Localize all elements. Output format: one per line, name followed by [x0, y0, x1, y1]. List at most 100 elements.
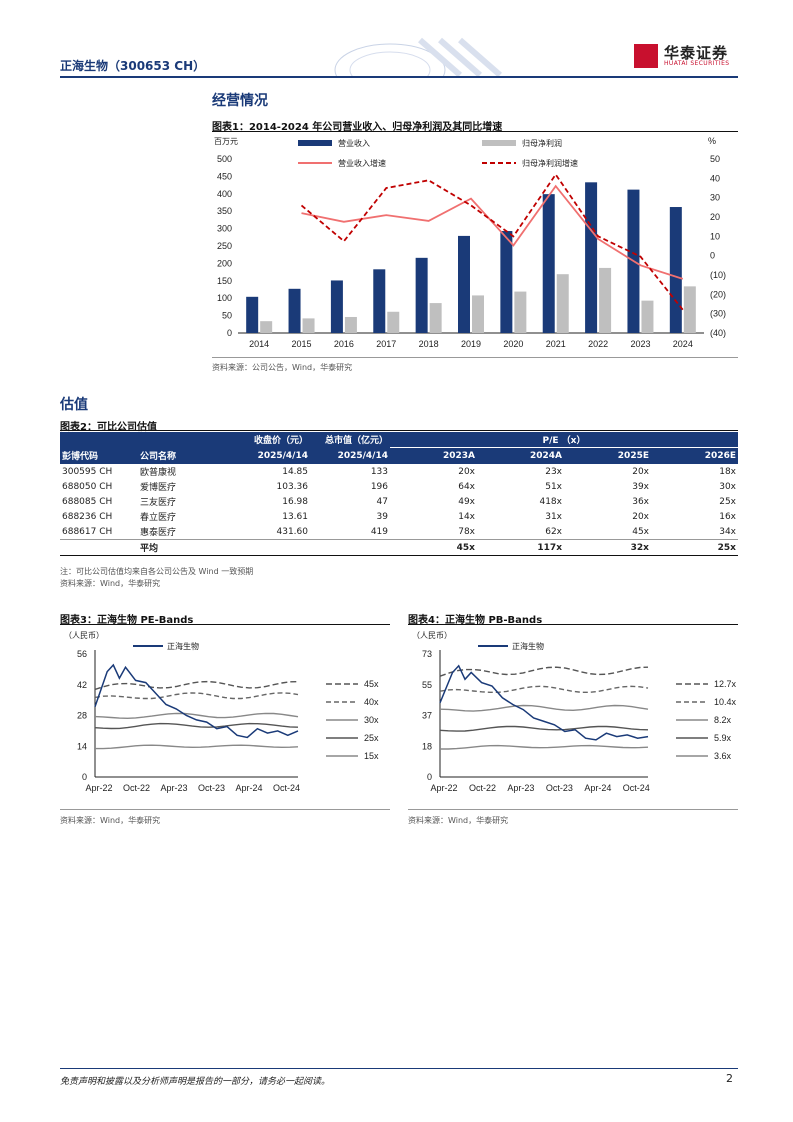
band-legend-label: 30x: [364, 715, 379, 725]
y-tick-label: 450: [217, 171, 232, 181]
left-unit-label: 百万元: [214, 137, 238, 146]
cell-mcap: 196: [370, 481, 388, 492]
x-tick-label: 2016: [334, 339, 354, 349]
y2-tick-label: 20: [710, 212, 720, 222]
fig1-bottom-rule: [212, 357, 738, 358]
y2-tick-label: (40): [710, 328, 726, 338]
legend-label-net-profit: 归母净利润: [522, 138, 562, 148]
y2-tick-label: (20): [710, 289, 726, 299]
bar-revenue: [330, 280, 343, 333]
page-number: 2: [726, 1072, 733, 1085]
bar-net-profit: [302, 318, 315, 333]
avg-2025e: 32x: [630, 542, 649, 553]
x-tick-label: 2020: [503, 339, 523, 349]
x-tick-label: 2022: [588, 339, 608, 349]
col-header-price: 收盘价（元）: [220, 432, 310, 448]
valuation-table: 收盘价（元） 总市值（亿元） P/E （x） 彭博代码 公司名称 2025/4/…: [60, 432, 738, 556]
avg-2024a: 117x: [537, 542, 562, 553]
cell-name: 三友医疗: [140, 498, 177, 508]
y-tick-label: 14: [77, 741, 87, 751]
band-line-10.4x: [439, 685, 649, 693]
y-tick-label: 28: [77, 711, 87, 721]
cell-mcap: 133: [370, 466, 388, 477]
cell-y4: 34x: [719, 526, 736, 537]
cell-y2: 23x: [545, 466, 562, 477]
y-tick-label: 300: [217, 224, 232, 234]
right-unit-label: %: [708, 136, 716, 146]
table-row: 688085 CH 三友医疗 16.98 47 49x 418x 36x 25x: [60, 494, 738, 509]
line-revenue-growth: [301, 184, 684, 280]
y-tick-label: 73: [422, 649, 432, 659]
brand-logo: 华泰证券 HUATAI SECURITIES: [634, 44, 738, 70]
x-tick-label: Apr-23: [160, 783, 187, 793]
cell-name: 爱博医疗: [140, 483, 177, 493]
col-header-name: 公司名称: [138, 447, 220, 464]
bar-revenue: [585, 182, 598, 333]
fig1-source: 资料来源：公司公告，Wind，华泰研究: [212, 363, 353, 372]
y2-tick-label: 30: [710, 193, 720, 203]
x-tick-label: Oct-24: [273, 783, 300, 793]
y-tick-label: 37: [422, 711, 432, 721]
bar-net-profit: [599, 267, 612, 333]
band-line-25x: [94, 722, 299, 730]
cell-y1: 64x: [458, 481, 475, 492]
cell-y1: 49x: [458, 496, 475, 507]
bar-revenue: [542, 194, 555, 333]
cell-y2: 51x: [545, 481, 562, 492]
y2-tick-label: 50: [710, 154, 720, 164]
bar-revenue: [669, 207, 682, 333]
cell-y3: 36x: [632, 496, 649, 507]
col-header-2024a: 2024A: [477, 447, 564, 464]
band-legend-label: 15x: [364, 751, 379, 761]
cell-code: 300595 CH: [62, 466, 113, 477]
cell-y1: 20x: [458, 466, 475, 477]
cell-y3: 45x: [632, 526, 649, 537]
cell-mcap: 419: [370, 526, 388, 537]
bar-net-profit: [429, 303, 442, 333]
y2-tick-label: 10: [710, 231, 720, 241]
cell-price: 14.85: [282, 466, 308, 477]
cell-code: 688050 CH: [62, 481, 113, 492]
line-net-profit-growth: [300, 172, 684, 311]
cell-name: 春立医疗: [140, 513, 177, 523]
fig3-bottom-rule: [60, 809, 390, 810]
cell-y2: 62x: [545, 526, 562, 537]
avg-label: 平均: [140, 544, 159, 554]
table-source: 资料来源：Wind，华泰研究: [60, 579, 161, 588]
cell-code: 688085 CH: [62, 496, 113, 507]
avg-2026e: 25x: [717, 542, 736, 553]
cell-price: 13.61: [282, 511, 308, 522]
fig1-chart: 百万元 %050100150200250300350400450500(40)(3…: [214, 136, 726, 349]
brand-name-en: HUATAI SECURITIES: [664, 60, 730, 67]
bar-net-profit: [472, 295, 484, 333]
cell-y4: 16x: [719, 511, 736, 522]
bar-net-profit: [683, 286, 696, 333]
bar-revenue: [246, 296, 259, 333]
y-tick-label: 55: [422, 680, 432, 690]
cell-price: 16.98: [282, 496, 308, 507]
y-tick-label: 50: [222, 311, 232, 321]
cell-mcap: 39: [376, 511, 388, 522]
y2-tick-label: (10): [710, 270, 726, 280]
legend-label-net-profit-growth: 归母净利润增速: [522, 158, 578, 168]
report-company-title: 正海生物（300653 CH）: [60, 59, 206, 73]
legend-label-revenue: 营业收入: [338, 138, 370, 148]
y2-tick-label: 0: [710, 251, 715, 261]
band-legend-label: 3.6x: [714, 751, 732, 761]
legend-swatch-net-profit: [482, 140, 516, 146]
fig4-top-rule: [408, 624, 738, 625]
band-line-8.2x: [439, 704, 649, 712]
band-line-5.9x: [439, 725, 649, 732]
cell-y1: 78x: [458, 526, 475, 537]
bar-net-profit: [260, 321, 273, 333]
x-tick-label: Oct-23: [198, 783, 225, 793]
y2-tick-label: (30): [710, 309, 726, 319]
brand-name: 华泰证券: [664, 44, 729, 62]
cell-code: 688236 CH: [62, 511, 113, 522]
section-title-operations: 经营情况: [212, 93, 268, 109]
band-legend-label: 40x: [364, 697, 379, 707]
y-tick-label: 42: [77, 680, 87, 690]
cell-y2: 31x: [545, 511, 562, 522]
x-tick-label: 2015: [292, 339, 312, 349]
table-row: 688050 CH 爱博医疗 103.36 196 64x 51x 39x 30x: [60, 479, 738, 494]
